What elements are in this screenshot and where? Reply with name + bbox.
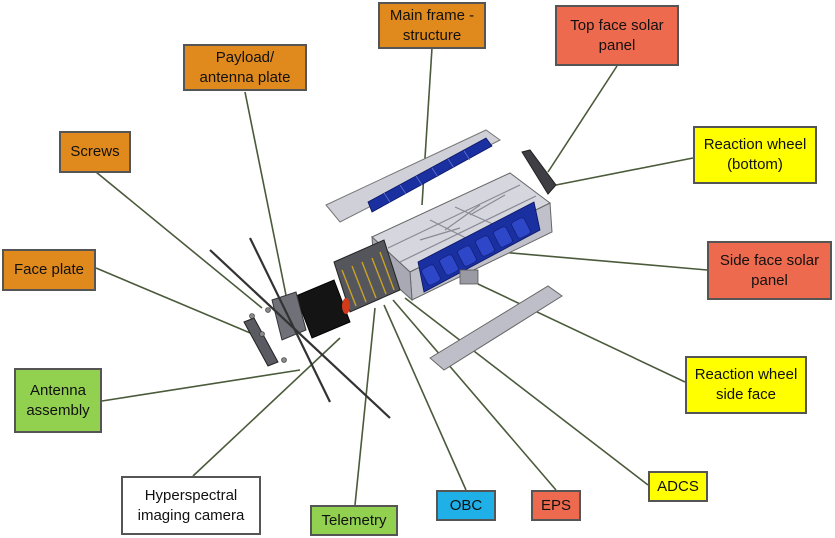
label-reaction-wheel-side-face: Reaction wheel side face <box>685 356 807 414</box>
leader-reaction-wheel-side <box>477 283 686 383</box>
reaction-wheel-bottom-part <box>521 149 557 195</box>
label-side-face-solar-panel: Side face solar panel <box>707 241 832 300</box>
leader-telemetry <box>354 307 376 506</box>
label-screws: Screws <box>59 131 131 173</box>
leader-screws <box>95 171 263 309</box>
face-plate-part <box>243 317 279 367</box>
antenna-assembly-part <box>209 237 391 419</box>
label-eps: EPS <box>531 490 581 521</box>
leader-lines <box>95 47 708 506</box>
reaction-wheel-side-part <box>459 269 479 285</box>
side-solar-panel <box>417 201 541 293</box>
hyperspectral-camera-part <box>295 279 351 339</box>
screws-part <box>249 307 287 363</box>
label-top-face-solar-panel: Top face solar panel <box>555 5 679 66</box>
leader-obc <box>383 304 467 491</box>
label-adcs: ADCS <box>648 471 708 502</box>
leader-adcs <box>404 297 649 486</box>
leader-side-face-solar <box>499 251 708 271</box>
leader-reaction-wheel-bottom <box>555 157 694 186</box>
leader-antenna-assembly <box>101 369 301 402</box>
label-payload-antenna-plate: Payload/ antenna plate <box>183 44 307 91</box>
leader-face-plate <box>95 267 263 339</box>
label-reaction-wheel-bottom: Reaction wheel (bottom) <box>693 126 817 184</box>
leader-eps <box>392 299 557 491</box>
label-telemetry: Telemetry <box>310 505 398 536</box>
label-main-frame: Main frame - structure <box>378 2 486 49</box>
leader-hyperspectral-camera <box>192 337 341 477</box>
label-face-plate: Face plate <box>2 249 96 291</box>
electronics-stack <box>333 239 401 313</box>
top-solar-panel <box>325 129 501 223</box>
label-hyperspectral-imaging-camera: Hyperspectral imaging camera <box>121 476 261 535</box>
bottom-side-plate <box>429 285 563 371</box>
leader-top-face-solar <box>547 65 618 173</box>
label-obc: OBC <box>436 490 496 521</box>
leader-payload-plate <box>244 91 291 316</box>
label-antenna-assembly: Antenna assembly <box>14 368 102 433</box>
